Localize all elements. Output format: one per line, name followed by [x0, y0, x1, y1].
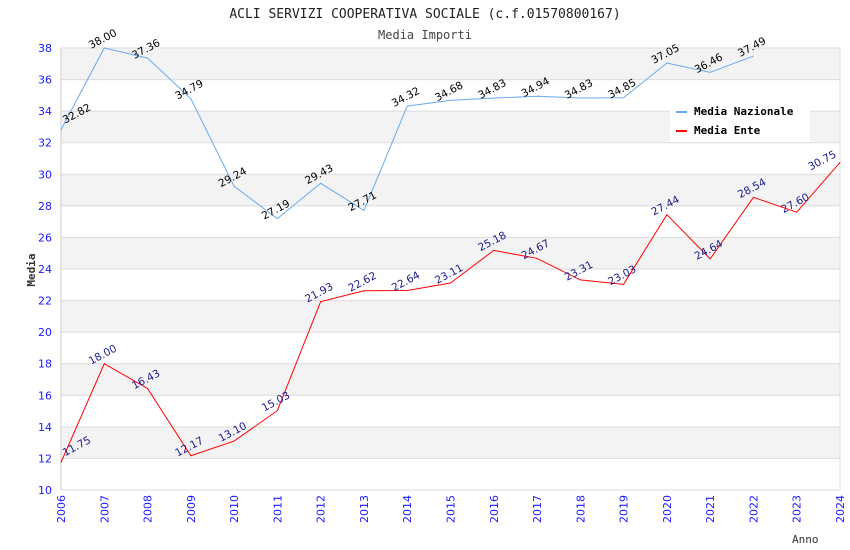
data-point — [579, 279, 581, 281]
data-point — [363, 209, 365, 211]
data-point — [406, 289, 408, 291]
data-point — [623, 97, 625, 99]
data-point — [666, 62, 668, 64]
y-tick-label: 14 — [38, 421, 52, 434]
legend-item-nazionale: Media Nazionale — [694, 105, 794, 118]
y-tick-label: 18 — [38, 358, 52, 371]
chart-subtitle: Media Importi — [378, 28, 472, 42]
x-tick-label: 2011 — [271, 495, 284, 523]
x-tick-label: 2017 — [531, 495, 544, 523]
data-point — [493, 249, 495, 251]
data-point — [147, 57, 149, 59]
data-point — [103, 47, 105, 49]
y-axis-label: Media — [25, 253, 38, 286]
x-tick-label: 2007 — [98, 495, 111, 523]
data-point — [796, 211, 798, 213]
data-point — [60, 461, 62, 463]
y-tick-label: 32 — [38, 137, 52, 150]
data-point — [233, 440, 235, 442]
data-point — [60, 129, 62, 131]
y-tick-label: 28 — [38, 200, 52, 213]
x-tick-label: 2019 — [618, 495, 631, 523]
x-axis-label: Anno — [792, 533, 819, 546]
x-tick-label: 2021 — [704, 495, 717, 523]
data-point — [839, 161, 841, 163]
x-axis-ticks: 2006 2007 2008 2009 2010 2011 2012 2013 2014 2015… — [55, 495, 847, 523]
data-point — [666, 214, 668, 216]
x-tick-label: 2012 — [315, 495, 328, 523]
data-label: 34.32 — [390, 85, 422, 110]
series-lines — [60, 47, 841, 463]
data-point — [190, 98, 192, 100]
x-tick-label: 2014 — [401, 495, 414, 523]
x-tick-label: 2018 — [574, 495, 587, 523]
y-tick-label: 26 — [38, 231, 52, 244]
data-point — [709, 71, 711, 73]
data-label: 34.79 — [173, 78, 205, 103]
y-tick-label: 22 — [38, 295, 52, 308]
data-point — [450, 282, 451, 284]
y-tick-label: 30 — [38, 168, 52, 181]
data-point — [147, 387, 149, 389]
data-point — [536, 95, 538, 97]
grid-band — [61, 426, 840, 459]
data-point — [752, 55, 754, 57]
data-point — [233, 185, 235, 187]
gridlines — [60, 47, 841, 491]
data-point — [536, 257, 538, 259]
y-tick-label: 12 — [38, 452, 52, 465]
grid-band — [61, 363, 840, 396]
data-point — [276, 218, 278, 220]
legend: Media Nazionale Media Ente — [670, 100, 810, 142]
data-point — [450, 99, 451, 101]
data-point — [276, 410, 278, 412]
legend-box — [670, 100, 810, 142]
x-tick-label: 2008 — [142, 495, 155, 523]
x-tick-label: 2020 — [661, 495, 674, 523]
y-tick-label: 36 — [38, 74, 52, 87]
y-tick-label: 10 — [38, 484, 52, 497]
grid-band — [61, 300, 840, 333]
data-point — [363, 290, 365, 292]
x-tick-label: 2015 — [445, 495, 458, 523]
y-tick-label: 38 — [38, 42, 52, 55]
data-point — [190, 455, 192, 457]
data-point — [579, 97, 581, 99]
x-tick-label: 2013 — [358, 495, 371, 523]
x-tick-label: 2006 — [55, 495, 68, 523]
grid-band — [61, 48, 840, 80]
chart-title: ACLI SERVIZI COOPERATIVA SOCIALE (c.f.01… — [229, 7, 620, 22]
data-point — [709, 258, 711, 260]
x-tick-label: 2024 — [834, 495, 847, 523]
grid-band — [61, 237, 840, 269]
data-point — [320, 182, 322, 184]
x-tick-label: 2009 — [185, 495, 198, 523]
data-point — [320, 301, 322, 303]
data-point — [493, 97, 495, 99]
data-point — [406, 105, 408, 107]
y-axis-ticks: 10 12 14 16 18 20 22 24 26 28 30 32 34 36 38 — [38, 42, 52, 497]
y-tick-label: 20 — [38, 326, 52, 339]
data-point — [752, 196, 754, 198]
x-tick-label: 2022 — [747, 495, 760, 523]
data-point — [103, 363, 105, 365]
y-tick-label: 24 — [38, 263, 52, 276]
x-tick-label: 2010 — [228, 495, 241, 523]
y-tick-label: 34 — [38, 105, 52, 118]
legend-item-ente: Media Ente — [694, 124, 761, 137]
x-tick-label: 2023 — [791, 495, 804, 523]
data-point — [623, 283, 625, 285]
y-tick-label: 16 — [38, 389, 52, 402]
x-tick-label: 2016 — [488, 495, 501, 523]
grid-band — [61, 174, 840, 206]
